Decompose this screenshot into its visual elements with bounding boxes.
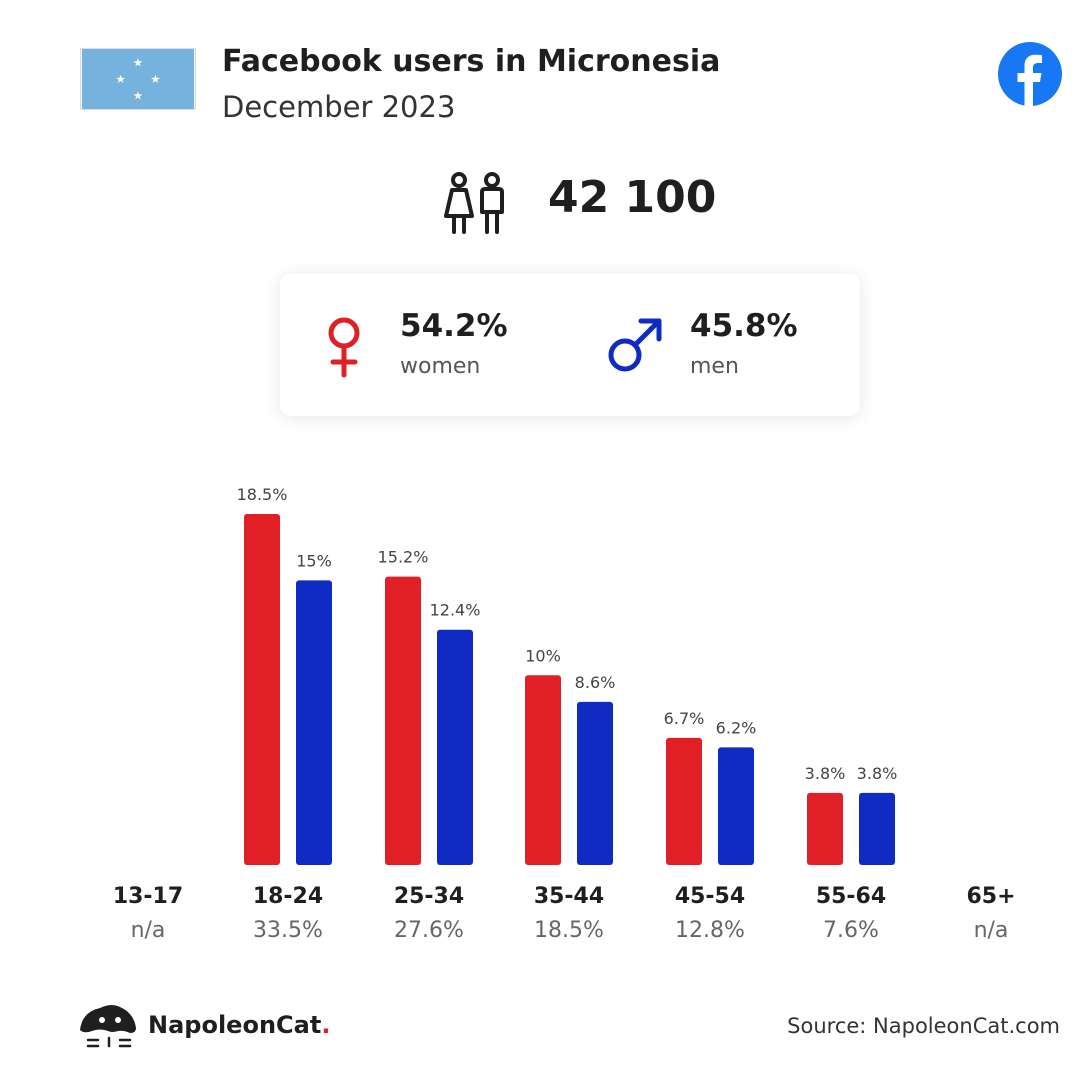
age-gender-bar-chart: 18.5% 15% 15.2% 12.4% 10% 8.6% 6.7% 6.2% 3.8% 3.8… — [237, 485, 898, 865]
age-label: 18-24 — [252, 884, 324, 909]
micronesia-flag-icon: ★ ★ ★ ★ — [80, 48, 196, 110]
women-bar-55-64 — [807, 792, 843, 865]
male-symbol-icon — [608, 318, 662, 372]
men-bar-55-64 — [859, 792, 895, 865]
age-share: n/a — [130, 918, 166, 943]
age-label: 45-54 — [674, 884, 746, 909]
age-label: 55-64 — [815, 884, 887, 909]
age-share: 33.5% — [253, 918, 323, 943]
women-bar-35-44 — [525, 675, 561, 865]
female-symbol-icon — [328, 317, 360, 378]
svg-text:★: ★ — [133, 88, 143, 102]
svg-text:★: ★ — [150, 72, 160, 86]
facebook-logo-icon — [998, 42, 1062, 106]
women-bar-18-24 — [244, 514, 280, 865]
women-percentage: 54.2% — [400, 308, 508, 344]
men-bar-35-44 — [577, 701, 613, 865]
page-title: Facebook users in Micronesia — [222, 44, 721, 79]
women-bar-label-45-54: 6.7% — [664, 709, 705, 728]
men-percentage: 45.8% — [690, 308, 798, 344]
men-bar-label-55-64: 3.8% — [857, 764, 898, 783]
svg-text:★: ★ — [115, 72, 125, 86]
women-bar-label-55-64: 3.8% — [805, 764, 846, 783]
men-label: men — [690, 354, 739, 379]
women-label: women — [400, 354, 481, 379]
age-share: 7.6% — [823, 918, 879, 943]
gender-card: 54.2% women 45.8% men — [280, 274, 860, 416]
page-subtitle: December 2023 — [222, 90, 456, 124]
women-bar-45-54 — [666, 737, 702, 865]
users-icon — [444, 172, 504, 234]
age-label: 35-44 — [533, 884, 605, 909]
brand-name: NapoleonCat. — [148, 1011, 331, 1039]
women-bar-label-35-44: 10% — [525, 646, 561, 665]
women-bar-label-25-34: 15.2% — [378, 548, 429, 567]
age-label: 65+ — [966, 884, 1016, 909]
svg-text:★: ★ — [133, 55, 143, 69]
women-bar-label-18-24: 18.5% — [237, 485, 288, 504]
men-bar-45-54 — [718, 747, 754, 865]
total-users: 42 100 — [548, 172, 717, 223]
source-text: Source: NapoleonCat.com — [787, 1014, 1060, 1038]
age-share: 18.5% — [534, 918, 604, 943]
men-bar-label-35-44: 8.6% — [575, 673, 616, 692]
men-bar-18-24 — [296, 580, 332, 865]
age-share: n/a — [973, 918, 1009, 943]
men-bar-label-18-24: 15% — [296, 551, 332, 570]
men-bar-25-34 — [437, 629, 473, 865]
age-share: 12.8% — [675, 918, 745, 943]
age-label: 13-17 — [112, 884, 184, 909]
women-bar-25-34 — [385, 576, 421, 865]
napoleoncat-logo-icon — [80, 1005, 136, 1048]
men-bar-label-25-34: 12.4% — [430, 601, 481, 620]
age-share: 27.6% — [394, 918, 464, 943]
age-label: 25-34 — [393, 884, 465, 909]
men-bar-label-45-54: 6.2% — [716, 718, 757, 737]
